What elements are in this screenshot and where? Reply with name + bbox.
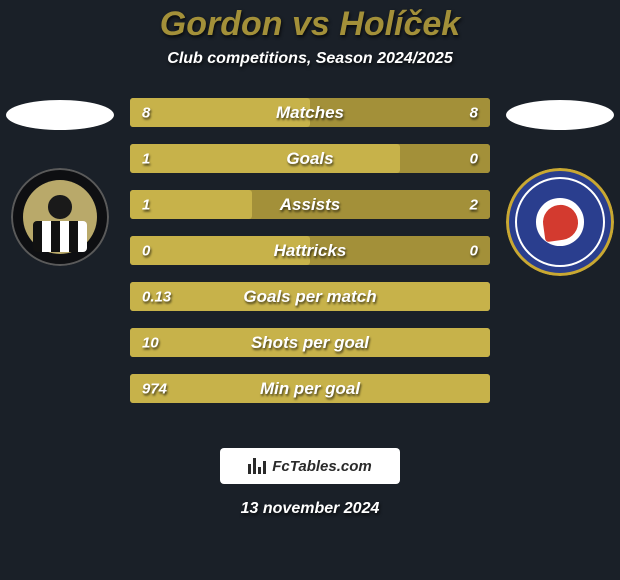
stat-right-value: 2	[470, 196, 478, 213]
page-title: Gordon vs Holíček	[0, 5, 620, 44]
stat-row: 0 0 Hattricks	[130, 236, 490, 265]
stat-row: 10 Shots per goal	[130, 328, 490, 357]
stat-label: Hattricks	[274, 241, 347, 261]
comparison-arena: 88Matches10Goals12Assists00Hattricks0.13…	[0, 98, 620, 428]
stat-fill-left	[130, 144, 400, 173]
stat-left-value: 1	[142, 196, 150, 213]
stat-right-value: 0	[470, 150, 478, 167]
branding-text: FcTables.com	[272, 458, 371, 475]
crest-left-ball-icon	[48, 195, 72, 219]
stat-row: 1 0 Goals	[130, 144, 490, 173]
stat-label: Shots per goal	[251, 333, 369, 353]
player-left-platform	[6, 100, 114, 130]
player-left-column	[0, 98, 120, 266]
player-right-column	[500, 98, 620, 276]
stat-label: Matches	[276, 103, 344, 123]
stat-bars-column: 88Matches10Goals12Assists00Hattricks0.13…	[130, 98, 490, 403]
stat-label: Assists	[280, 195, 340, 215]
club-crest-right	[506, 168, 614, 276]
subtitle: Club competitions, Season 2024/2025	[0, 50, 620, 68]
stat-left-value: 10	[142, 334, 159, 351]
crest-left-stripes	[33, 221, 88, 252]
stat-label: Goals	[286, 149, 333, 169]
stat-row: 974 Min per goal	[130, 374, 490, 403]
stat-left-value: 8	[142, 104, 150, 121]
stat-label: Goals per match	[243, 287, 376, 307]
club-crest-left	[11, 168, 109, 266]
stat-right-value: 0	[470, 242, 478, 259]
stat-left-value: 0	[142, 242, 150, 259]
content-root: Gordon vs Holíček Club competitions, Sea…	[0, 0, 620, 518]
stat-left-value: 974	[142, 380, 167, 397]
stat-right-value: 8	[470, 104, 478, 121]
stat-left-value: 1	[142, 150, 150, 167]
branding-badge: FcTables.com	[220, 448, 400, 484]
stat-row: 0.13 Goals per match	[130, 282, 490, 311]
generation-date: 13 november 2024	[0, 500, 620, 518]
stat-row: 8 8 Matches	[130, 98, 490, 127]
player-right-platform	[506, 100, 614, 130]
stat-label: Min per goal	[260, 379, 360, 399]
stat-left-value: 0.13	[142, 288, 171, 305]
stat-row: 1 2 Assists	[130, 190, 490, 219]
branding-chart-icon	[248, 458, 266, 474]
